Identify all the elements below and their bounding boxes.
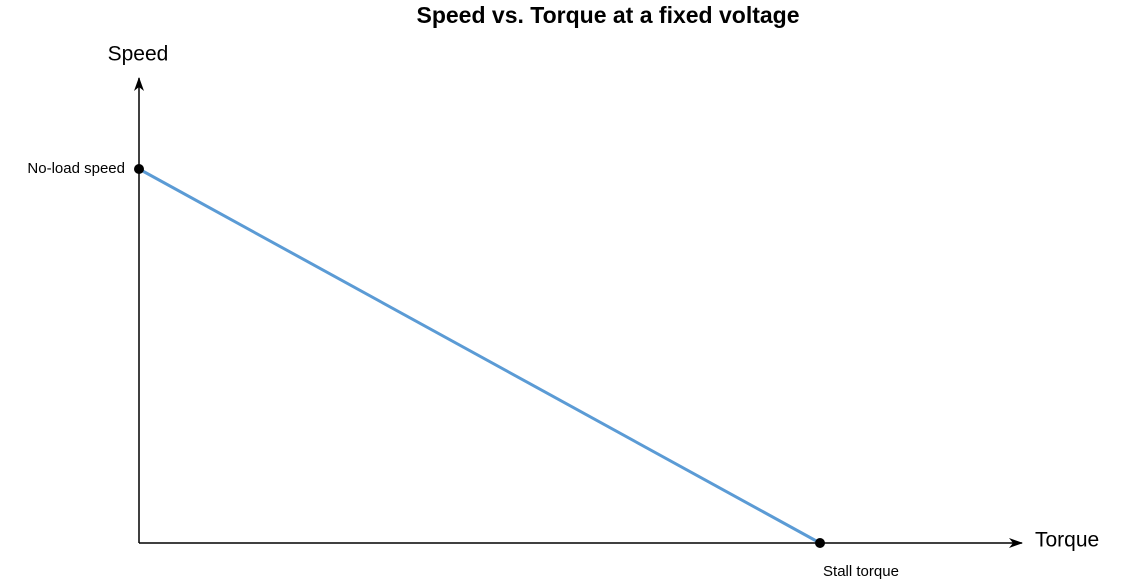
point-label: No-load speed xyxy=(27,160,125,177)
point-label: Stall torque xyxy=(823,563,899,580)
y-axis-label: Speed xyxy=(108,43,169,66)
no-load-point xyxy=(134,164,144,174)
title: Speed vs. Torque at a fixed voltage xyxy=(416,2,799,28)
x-axis-label: Torque xyxy=(1035,529,1099,552)
speed-torque-line xyxy=(138,167,821,545)
stall-point xyxy=(815,538,825,548)
